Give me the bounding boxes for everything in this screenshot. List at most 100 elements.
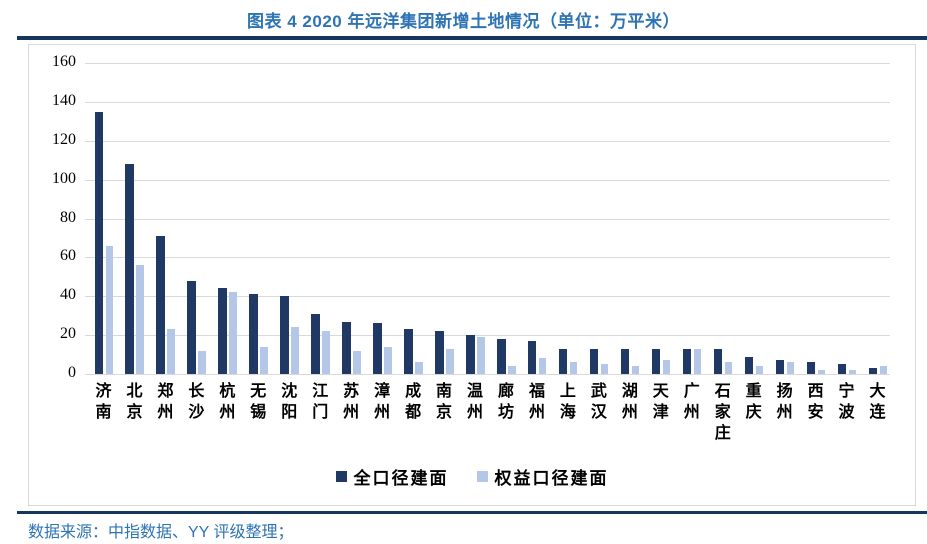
y-tick-label: 20 <box>60 325 76 343</box>
chart-frame <box>28 44 916 506</box>
bar-权益口径建面-宁波 <box>848 370 857 374</box>
x-category-label: 无锡 <box>247 382 265 424</box>
y-tick-label: 100 <box>52 169 76 187</box>
bar-全口径建面-南京 <box>435 331 444 374</box>
x-category-label: 漳州 <box>371 382 389 424</box>
x-category-label: 成都 <box>402 382 420 424</box>
y-tick-label: 60 <box>60 247 76 265</box>
gridline <box>85 374 890 375</box>
x-category-label: 廊坊 <box>494 382 512 424</box>
legend-item: 全口径建面 <box>335 464 449 489</box>
bar-全口径建面-福州 <box>527 340 537 374</box>
x-category-label: 广州 <box>680 382 698 424</box>
x-category-label: 杭州 <box>216 382 234 424</box>
x-category-label: 北京 <box>123 382 141 424</box>
x-category-label: 福州 <box>525 382 543 424</box>
bar-全口径建面-温州 <box>466 335 475 374</box>
gridline <box>85 140 890 142</box>
data-source: 数据来源：中指数据、YY 评级整理； <box>28 524 294 541</box>
x-category-label: 扬州 <box>773 382 791 424</box>
bar-权益口径建面-无锡 <box>260 346 268 374</box>
bar-权益口径建面-上海 <box>569 362 578 374</box>
bar-权益口径建面-重庆 <box>755 366 764 374</box>
legend-label: 全口径建面 <box>353 469 449 488</box>
bar-全口径建面-沈阳 <box>280 296 289 374</box>
bar-权益口径建面-天津 <box>662 360 671 374</box>
x-category-label: 湖州 <box>618 382 636 424</box>
bar-全口径建面-廊坊 <box>497 339 506 374</box>
title-divider-rule <box>17 36 927 40</box>
x-category-label: 大连 <box>866 382 884 424</box>
bar-权益口径建面-西安 <box>817 370 826 374</box>
x-category-label: 天津 <box>649 382 667 424</box>
x-category-label: 苏州 <box>340 382 358 424</box>
bar-权益口径建面-长沙 <box>198 350 206 374</box>
bar-权益口径建面-大连 <box>879 366 888 374</box>
bar-权益口径建面-苏州 <box>353 350 361 374</box>
gridline <box>85 218 890 220</box>
y-tick-label: 120 <box>52 130 76 148</box>
gridline <box>85 296 890 298</box>
bar-权益口径建面-广州 <box>693 348 702 374</box>
bar-权益口径建面-漳州 <box>384 346 392 374</box>
bar-全口径建面-北京 <box>125 164 134 374</box>
bar-全口径建面-苏州 <box>342 321 351 374</box>
bar-全口径建面-上海 <box>558 348 568 374</box>
bar-全口径建面-济南 <box>94 111 103 374</box>
x-category-label: 济南 <box>92 382 110 424</box>
bar-权益口径建面-北京 <box>136 265 144 374</box>
y-tick-label: 160 <box>52 53 76 70</box>
legend-swatch-icon <box>335 471 347 482</box>
bar-权益口径建面-成都 <box>415 362 423 374</box>
bar-权益口径建面-郑州 <box>167 329 175 374</box>
bar-全口径建面-重庆 <box>744 356 754 374</box>
legend-item: 权益口径建面 <box>476 464 609 489</box>
bar-权益口径建面-南京 <box>446 348 454 374</box>
x-category-label: 温州 <box>464 382 482 424</box>
bar-全口径建面-广州 <box>682 348 692 374</box>
bar-全口径建面-成都 <box>404 329 413 374</box>
bar-权益口径建面-江门 <box>322 331 330 374</box>
bar-权益口径建面-沈阳 <box>291 327 299 374</box>
bar-全口径建面-无锡 <box>249 294 258 374</box>
x-category-label: 石家庄 <box>711 382 729 445</box>
bar-全口径建面-漳州 <box>373 323 382 374</box>
bar-全口径建面-石家庄 <box>713 348 723 374</box>
bar-全口径建面-武汉 <box>589 348 599 374</box>
bar-全口径建面-郑州 <box>156 236 165 374</box>
x-axis-labels: 济南 北京 郑州 长沙 杭州 无锡 沈阳 江门 苏州 漳州 成都 南京 温州 廊坊 福州 上海 武汉 湖州 天津 广州… <box>85 382 890 457</box>
x-category-label: 郑州 <box>154 382 172 424</box>
x-category-label: 江门 <box>309 382 327 424</box>
gridline <box>85 101 890 103</box>
bar-权益口径建面-武汉 <box>600 364 609 374</box>
bar-权益口径建面-杭州 <box>229 292 237 374</box>
bar-全口径建面-天津 <box>651 348 661 374</box>
bar-权益口径建面-石家庄 <box>724 362 733 374</box>
x-category-label: 上海 <box>556 382 574 424</box>
x-category-label: 长沙 <box>185 382 203 424</box>
bar-权益口径建面-扬州 <box>786 362 795 374</box>
y-axis: 0 20 40 60 80 100 120 140 160 <box>28 0 76 400</box>
bar-权益口径建面-温州 <box>477 337 485 374</box>
bar-全口径建面-长沙 <box>187 280 196 374</box>
bar-全口径建面-杭州 <box>218 288 227 374</box>
gridline <box>85 335 890 337</box>
y-tick-label: 40 <box>60 286 76 304</box>
y-tick-label: 0 <box>68 364 76 381</box>
footer-divider-rule <box>17 511 927 514</box>
gridline <box>85 179 890 181</box>
plot-area <box>85 63 890 375</box>
y-tick-label: 80 <box>60 208 76 226</box>
bar-全口径建面-扬州 <box>775 360 785 374</box>
x-category-label: 宁波 <box>835 382 853 424</box>
x-category-label: 武汉 <box>587 382 605 424</box>
bar-权益口径建面-廊坊 <box>508 366 516 374</box>
bar-权益口径建面-湖州 <box>631 366 640 374</box>
x-category-label: 南京 <box>433 382 451 424</box>
x-category-label: 重庆 <box>742 382 760 424</box>
chart-legend: 全口径建面 权益口径建面 <box>28 464 916 489</box>
bar-全口径建面-江门 <box>311 313 320 374</box>
y-tick-label: 140 <box>52 91 76 109</box>
x-category-label: 沈阳 <box>278 382 296 424</box>
gridline <box>85 63 890 64</box>
